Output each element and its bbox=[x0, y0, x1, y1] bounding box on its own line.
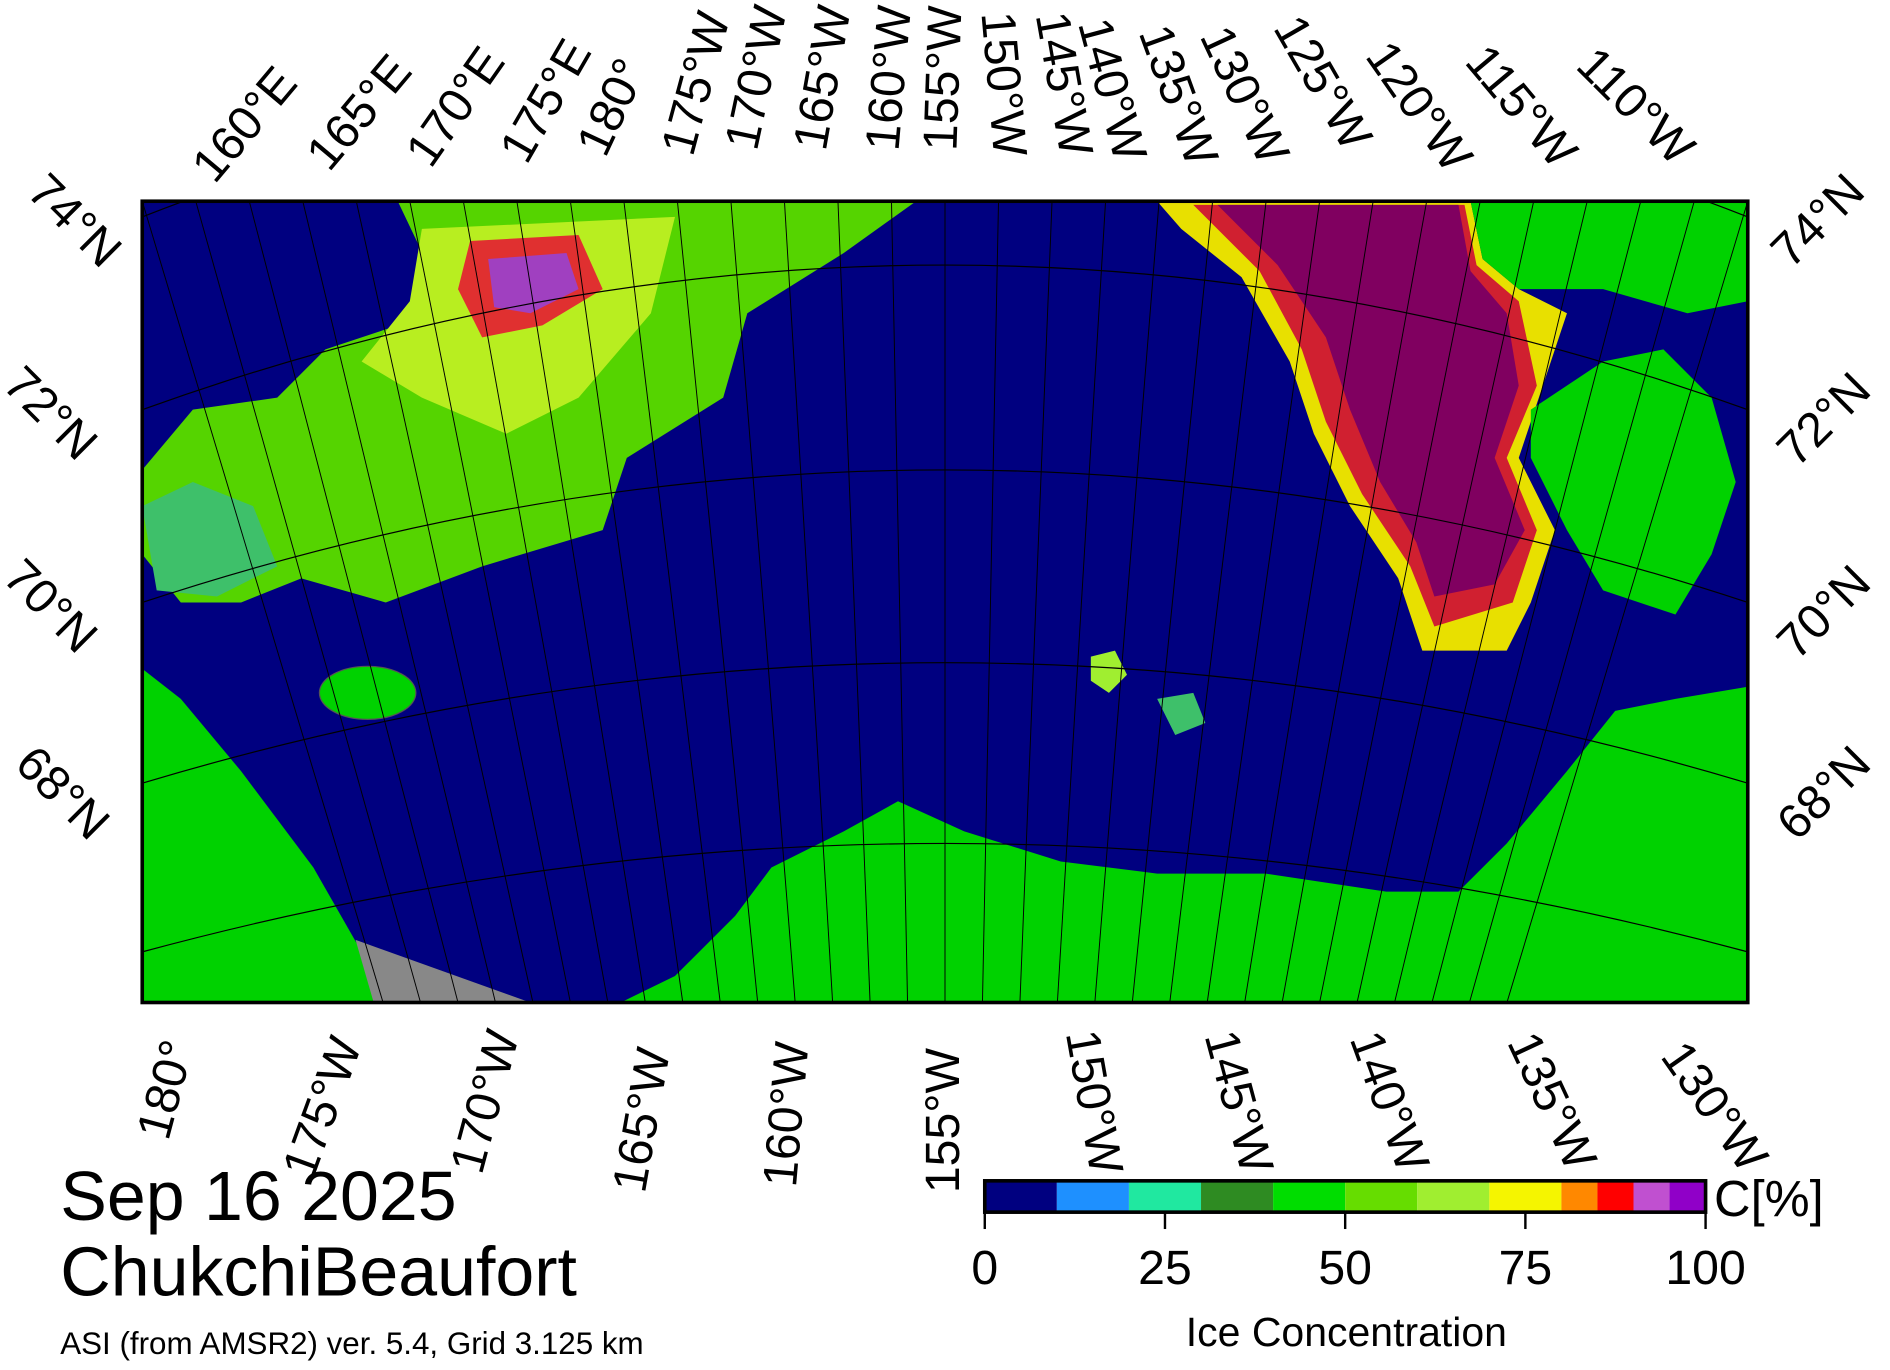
graticule-label: 135°W bbox=[1497, 1024, 1608, 1179]
graticule-label: 160°E bbox=[182, 57, 308, 193]
ice-floe-1 bbox=[1090, 650, 1128, 693]
colorbar-segment bbox=[1345, 1180, 1418, 1213]
date-label: Sep 16 2025 bbox=[60, 1157, 456, 1235]
graticule-label: 160°W bbox=[753, 1039, 820, 1189]
region-label: ChukchiBeaufort bbox=[60, 1233, 577, 1311]
graticule-label: 165°E bbox=[296, 45, 422, 181]
colorbar-segment bbox=[1597, 1180, 1634, 1213]
graticule-label: 115°W bbox=[1455, 35, 1588, 179]
land-siberia bbox=[142, 668, 374, 1003]
meridian-line bbox=[1356, 201, 1535, 1003]
graticule-label: 140°W bbox=[1339, 1024, 1440, 1179]
graticule-label: 170°W bbox=[440, 1024, 530, 1179]
colorbar-segment bbox=[1273, 1180, 1346, 1213]
graticule-label: 74°N bbox=[17, 163, 131, 277]
meridian-line bbox=[676, 201, 759, 1003]
meridian-line bbox=[302, 201, 496, 1003]
colorbar-tick-label: 50 bbox=[1318, 1241, 1372, 1295]
graticule-label: 150°W bbox=[1055, 1026, 1133, 1179]
colorbar-title: Ice Concentration bbox=[1186, 1309, 1507, 1355]
ice-purple-east bbox=[1217, 204, 1525, 597]
land-gray bbox=[355, 939, 531, 1003]
colorbar-segment bbox=[1633, 1180, 1670, 1213]
colorbar-segment bbox=[1561, 1180, 1598, 1213]
graticule-label: 70°N bbox=[1767, 555, 1881, 669]
meridian-line bbox=[462, 201, 609, 1003]
meridian-line bbox=[981, 201, 999, 1003]
ice-purple-west bbox=[488, 253, 579, 314]
graticule-label: 74°N bbox=[1761, 163, 1875, 277]
meridian-line bbox=[1469, 201, 1695, 1003]
meridian-line bbox=[569, 201, 684, 1003]
graticule-label: 70°N bbox=[0, 549, 108, 663]
graticule-label: 160°W bbox=[855, 3, 922, 153]
graticule-label: 165°W bbox=[602, 1043, 680, 1196]
meridian-line bbox=[195, 201, 421, 1003]
meridian-line bbox=[516, 201, 646, 1003]
graticule-label: 68°N bbox=[5, 736, 119, 850]
map-frame bbox=[140, 199, 1750, 1005]
colorbar-segment bbox=[1489, 1180, 1562, 1213]
map bbox=[142, 201, 1748, 1003]
meridian-line bbox=[142, 201, 384, 1003]
meridian-line bbox=[730, 201, 796, 1003]
meridian-line bbox=[1394, 201, 1588, 1003]
meridian-line bbox=[623, 201, 721, 1003]
colorbar-segment bbox=[984, 1180, 1057, 1213]
colorbar-tick-label: 25 bbox=[1138, 1241, 1192, 1295]
land-wrangel bbox=[318, 665, 417, 720]
graticule-label: 170°E bbox=[395, 37, 515, 176]
meridian-line bbox=[1244, 201, 1374, 1003]
meridian-line bbox=[1506, 201, 1748, 1003]
meridian-line bbox=[1131, 201, 1214, 1003]
graticule-label: 68°N bbox=[1767, 736, 1881, 850]
meridian-line bbox=[891, 201, 909, 1003]
graticule-label: 130°W bbox=[1651, 1032, 1779, 1182]
meridian-line bbox=[783, 201, 834, 1003]
land-alaska bbox=[620, 686, 1748, 1003]
meridian-line bbox=[1281, 201, 1428, 1003]
meridian-line bbox=[1094, 201, 1160, 1003]
colorbar-segment bbox=[1201, 1180, 1274, 1213]
colorbar-segment bbox=[1056, 1180, 1129, 1213]
meridian-line bbox=[355, 201, 534, 1003]
colorbar-segment bbox=[1669, 1180, 1706, 1213]
land-banks bbox=[1530, 349, 1736, 615]
graticule-label: 110°W bbox=[1566, 37, 1705, 176]
meridian-line bbox=[1169, 201, 1267, 1003]
colorbar-tick-label: 75 bbox=[1499, 1241, 1553, 1295]
colorbar-segment bbox=[1417, 1180, 1490, 1213]
source-label: ASI (from AMSR2) ver. 5.4, Grid 3.125 km bbox=[60, 1326, 643, 1361]
graticule-label: 150°W bbox=[970, 9, 1037, 159]
graticule-label: 145°W bbox=[1194, 1025, 1284, 1180]
meridian-line bbox=[1206, 201, 1321, 1003]
meridian-line bbox=[837, 201, 871, 1003]
land-islands bbox=[1470, 201, 1748, 314]
graticule-label: 180° bbox=[127, 1034, 205, 1144]
graticule-label: 155°W bbox=[916, 1048, 970, 1194]
colorbar-segment bbox=[1128, 1180, 1202, 1213]
graticule-label: 120°W bbox=[1355, 32, 1483, 182]
meridian-line bbox=[248, 201, 459, 1003]
colorbar-tick-label: 100 bbox=[1665, 1241, 1745, 1295]
meridian-line bbox=[409, 201, 571, 1003]
meridian-line bbox=[1319, 201, 1481, 1003]
meridian-line bbox=[1019, 201, 1053, 1003]
graticule-label: 72°N bbox=[0, 356, 108, 470]
meridian-line bbox=[1056, 201, 1107, 1003]
colorbar-unit: C[%] bbox=[1714, 1170, 1824, 1227]
ice-floe-2 bbox=[1157, 692, 1206, 736]
ice-edge-west bbox=[142, 481, 278, 597]
graticule-label: 72°N bbox=[1767, 362, 1881, 476]
colorbar-tick-label: 0 bbox=[971, 1241, 998, 1295]
graticule-label: 155°W bbox=[913, 4, 972, 151]
meridian-line bbox=[1431, 201, 1642, 1003]
